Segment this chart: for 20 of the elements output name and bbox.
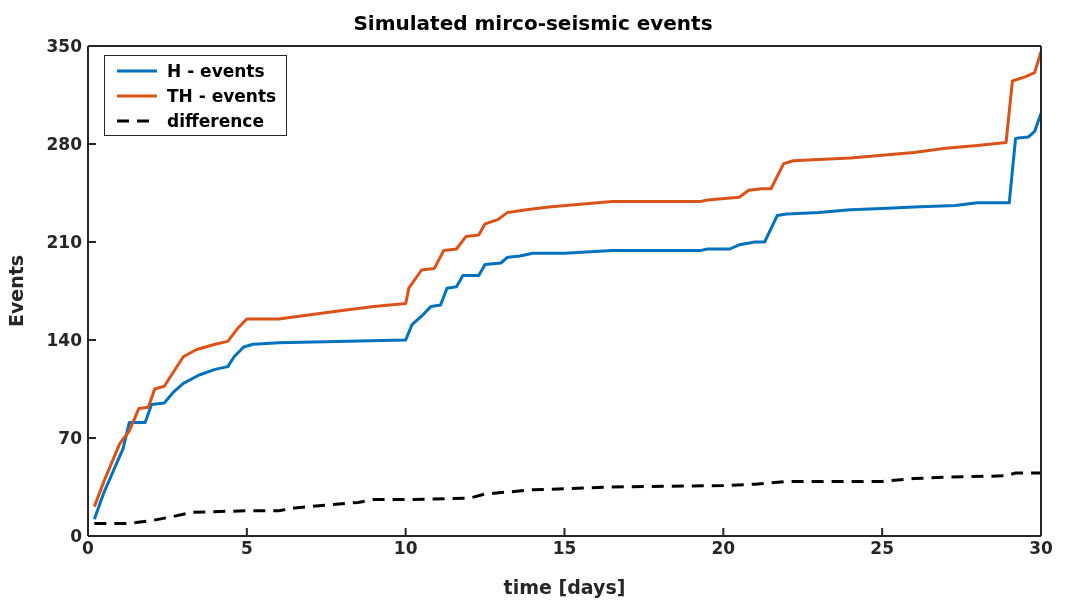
- x-tick-label: 25: [870, 538, 894, 559]
- x-tick-label: 5: [240, 538, 253, 559]
- y-tick-label: 280: [46, 134, 83, 155]
- x-tick-label: 20: [711, 538, 736, 559]
- legend-label: TH - events: [167, 85, 277, 106]
- line-series: [92, 111, 1041, 521]
- y-axis-title: Events: [4, 254, 27, 328]
- x-tick-label: 30: [1029, 538, 1053, 559]
- x-axis-title: time [days]: [503, 576, 626, 598]
- y-tick-label: 350: [46, 36, 83, 57]
- x-tick-label: 15: [552, 538, 577, 559]
- legend-label: H - events: [167, 60, 265, 81]
- x-tick-label: 10: [393, 538, 418, 559]
- line-series: [92, 471, 1041, 525]
- y-tick-label: 140: [46, 330, 83, 351]
- legend-label: difference: [167, 110, 264, 131]
- y-tick-label: 210: [46, 232, 83, 253]
- chart-title: Simulated mirco-seismic events: [352, 10, 714, 37]
- line-series: [92, 50, 1041, 509]
- y-tick-label: 70: [58, 428, 83, 449]
